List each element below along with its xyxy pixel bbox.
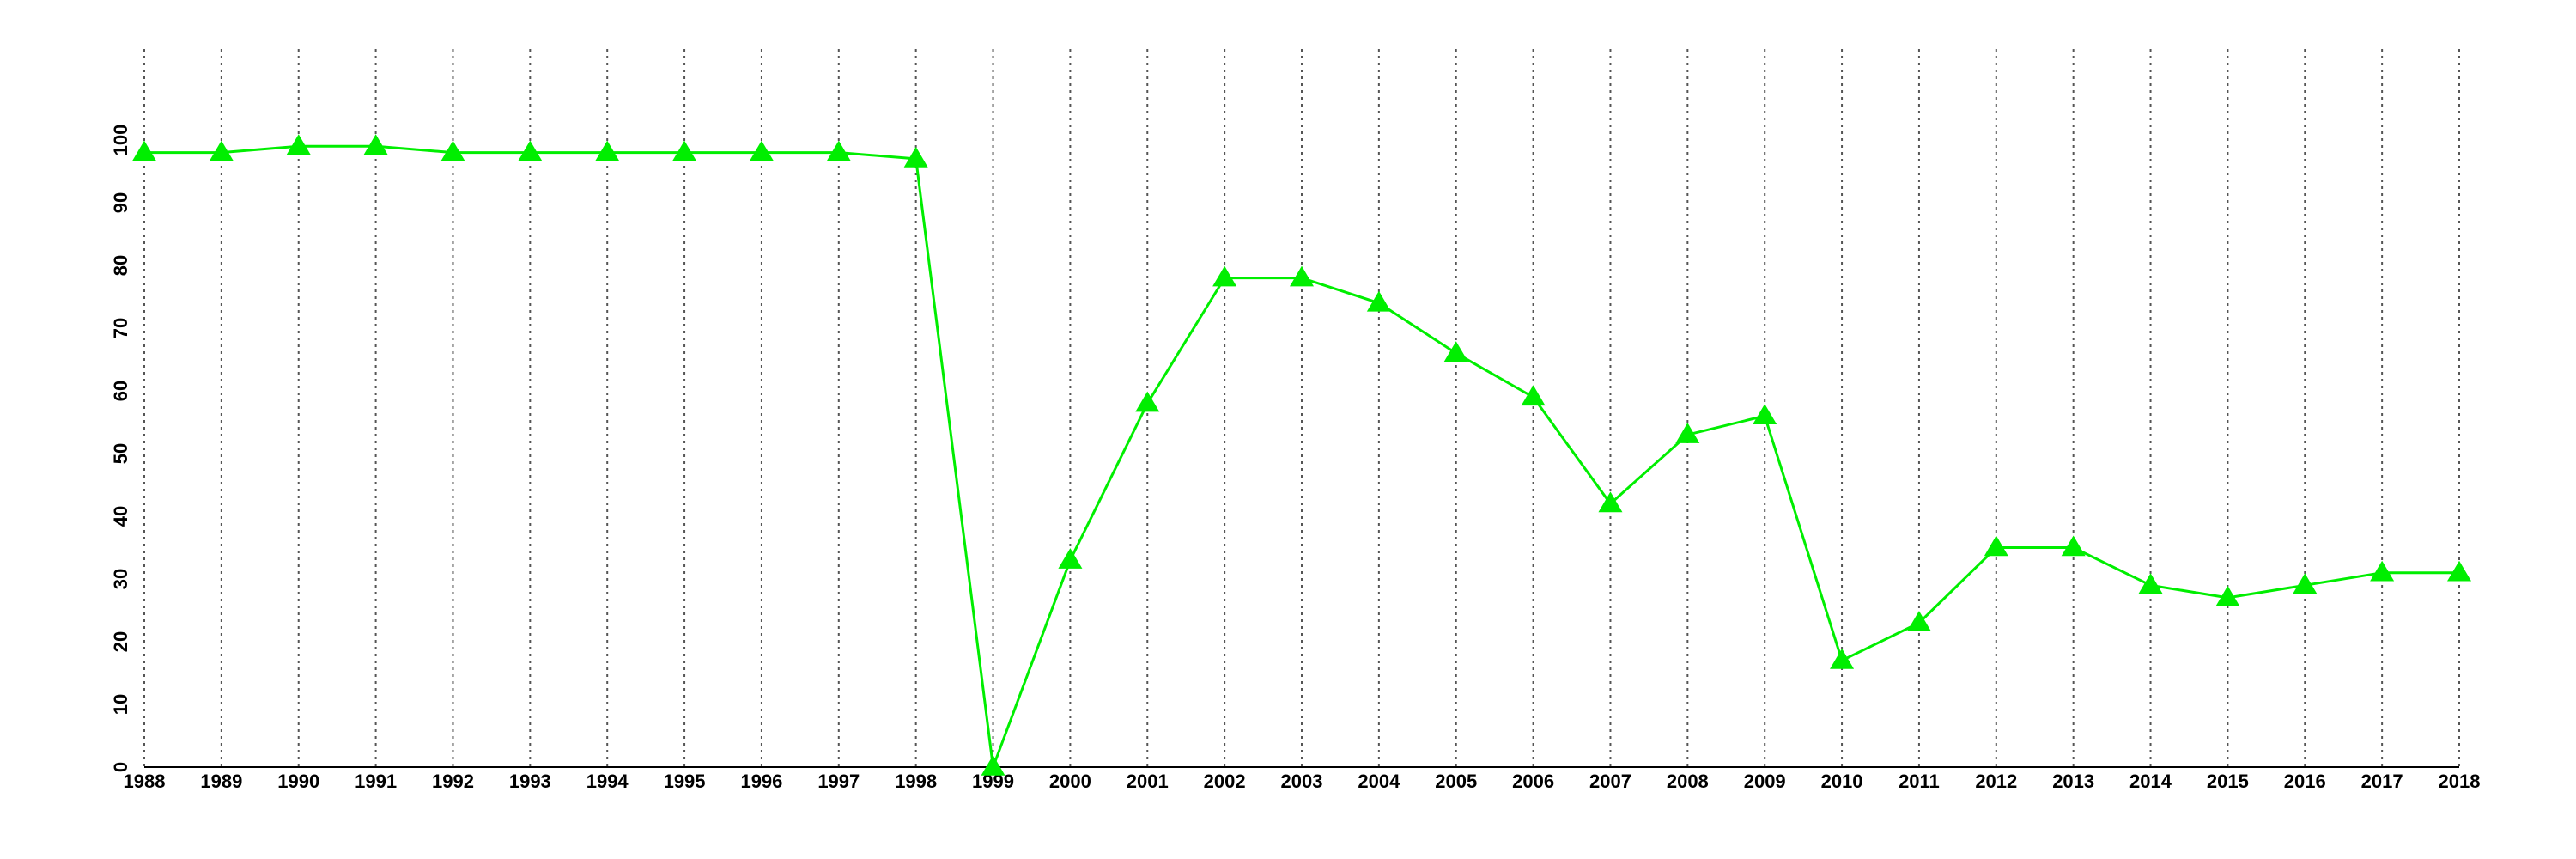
marker [2138,573,2163,594]
x-tick-label: 1993 [509,771,551,792]
y-tick-label: 70 [110,318,131,338]
x-tick-label: 1995 [664,771,706,792]
marker [2447,560,2471,582]
x-tick-label: 1990 [277,771,319,792]
marker [518,140,543,161]
x-tick-label: 2017 [2361,771,2403,792]
x-tick-label: 2014 [2129,771,2172,792]
marker [1135,391,1160,412]
x-tick-label: 1998 [895,771,937,792]
marker [1521,385,1546,406]
marker [1058,548,1083,569]
x-tick-label: 1988 [124,771,166,792]
x-tick-label: 2008 [1667,771,1709,792]
marker [1830,648,1855,669]
y-tick-label: 100 [110,125,131,156]
marker [672,140,697,161]
x-tick-label: 2015 [2207,771,2249,792]
x-tick-label: 1997 [817,771,860,792]
y-tick-label: 60 [110,381,131,401]
marker [2293,573,2318,594]
x-tick-label: 2004 [1358,771,1400,792]
x-tick-label: 2003 [1281,771,1323,792]
y-tick-label: 90 [110,192,131,213]
marker [903,146,928,168]
marker [1290,265,1314,287]
marker [363,134,388,155]
x-tick-label: 2000 [1049,771,1091,792]
y-tick-label: 80 [110,255,131,276]
marker [2370,560,2395,582]
x-tick-label: 1991 [355,771,397,792]
x-tick-label: 2018 [2439,771,2481,792]
y-tick-label: 0 [110,762,131,772]
marker [1443,341,1468,362]
x-tick-label: 2007 [1589,771,1631,792]
marker [981,755,1005,776]
x-tick-label: 2002 [1204,771,1246,792]
y-tick-label: 50 [110,443,131,464]
marker [286,134,311,155]
marker [826,140,851,161]
x-tick-label: 1996 [740,771,782,792]
marker [1753,404,1777,424]
x-tick-label: 2013 [2052,771,2094,792]
marker [132,140,156,161]
y-tick-label: 40 [110,506,131,527]
x-tick-label: 2005 [1435,771,1477,792]
marker [2061,535,2086,557]
x-tick-label: 2006 [1512,771,1554,792]
x-tick-label: 2011 [1899,771,1940,792]
x-tick-label: 2010 [1821,771,1863,792]
x-tick-label: 1989 [200,771,242,792]
marker [595,140,620,161]
marker [749,140,774,161]
x-tick-label: 2016 [2284,771,2326,792]
y-tick-label: 20 [110,631,131,652]
marker [1906,611,1931,631]
x-tick-label: 2012 [1975,771,2017,792]
marker [440,140,465,161]
marker [1212,265,1237,287]
x-tick-label: 2001 [1127,771,1169,792]
marker [1598,491,1623,513]
marker [1366,290,1391,312]
x-tick-label: 2009 [1744,771,1786,792]
marker [1984,535,2008,557]
y-tick-label: 10 [110,694,131,715]
marker [209,140,234,161]
x-tick-label: 1992 [432,771,474,792]
marker [1675,423,1700,443]
marker [2215,585,2240,606]
x-tick-label: 1994 [586,771,629,792]
y-tick-label: 30 [110,569,131,589]
